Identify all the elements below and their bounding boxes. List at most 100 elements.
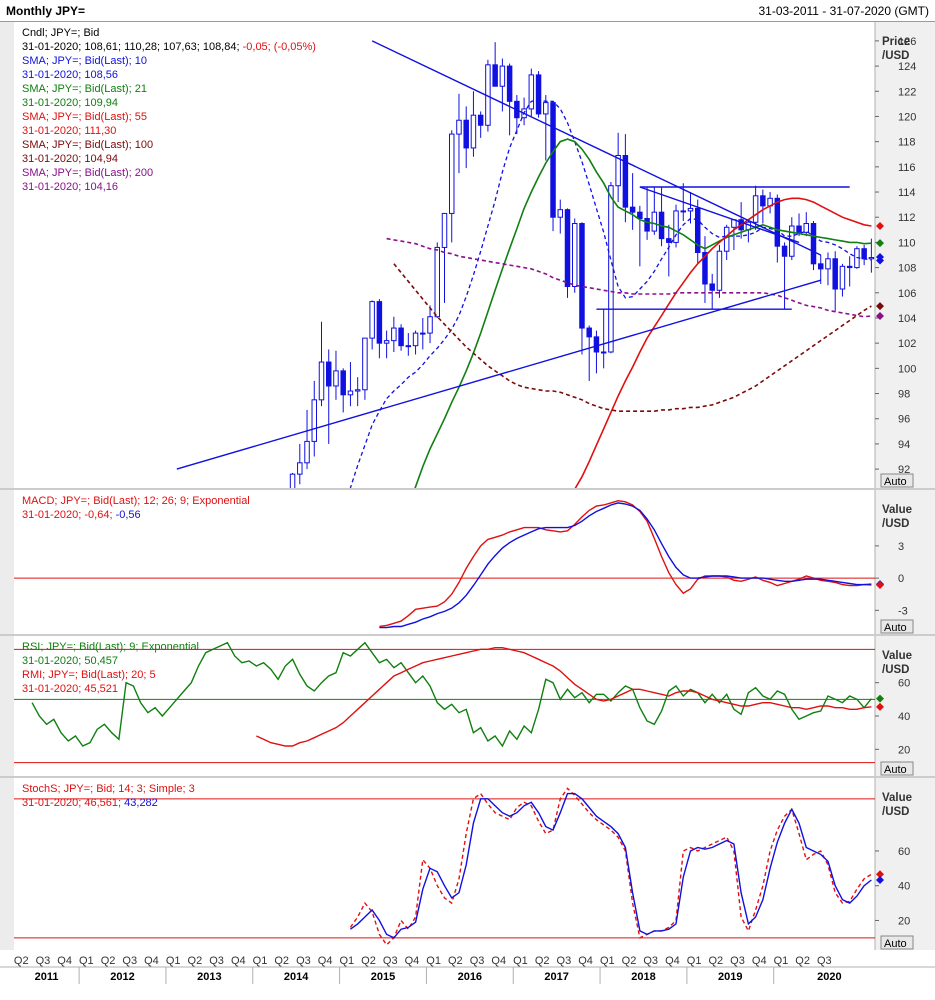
- candle[interactable]: [463, 106, 469, 169]
- legend-entry: 31-01-2020; 108,56: [22, 69, 118, 81]
- legend-entry: 31-01-2020; -0,64; -0,56: [22, 509, 141, 521]
- candle[interactable]: [564, 208, 571, 298]
- candle[interactable]: [318, 321, 325, 407]
- candle[interactable]: [825, 252, 831, 286]
- legend-entry: 31-01-2020; 104,94: [22, 153, 118, 165]
- auto-scale-button[interactable]: Auto: [880, 761, 914, 776]
- candle[interactable]: [333, 350, 339, 400]
- axis-title-line: /USD: [882, 664, 909, 676]
- candle[interactable]: [369, 300, 375, 350]
- candle-body-up: [528, 74, 535, 110]
- candle[interactable]: [448, 130, 455, 243]
- candle-body-down: [593, 336, 600, 353]
- candle[interactable]: [615, 132, 621, 203]
- year-label: 2020: [817, 971, 841, 983]
- candle[interactable]: [325, 349, 332, 444]
- candle[interactable]: [673, 204, 679, 248]
- candle[interactable]: [398, 324, 404, 351]
- candle[interactable]: [622, 134, 629, 223]
- candle[interactable]: [543, 95, 549, 161]
- candle[interactable]: [817, 255, 824, 284]
- candle-body-up: [333, 370, 339, 387]
- candle[interactable]: [571, 218, 578, 293]
- candle[interactable]: [362, 337, 368, 400]
- candle[interactable]: [752, 185, 759, 230]
- candle[interactable]: [297, 443, 303, 485]
- candle-body-up: [752, 195, 759, 223]
- candle[interactable]: [832, 251, 838, 312]
- candle[interactable]: [391, 316, 397, 352]
- auto-scale-box[interactable]: [880, 473, 914, 488]
- candle[interactable]: [354, 377, 361, 407]
- candle[interactable]: [434, 242, 441, 318]
- candle[interactable]: [810, 220, 817, 271]
- candle[interactable]: [716, 244, 723, 298]
- candle[interactable]: [535, 71, 542, 118]
- legend-entry: 31-01-2020; 111,30: [22, 125, 116, 137]
- candle[interactable]: [593, 330, 600, 374]
- candle[interactable]: [340, 368, 346, 413]
- candle[interactable]: [550, 101, 556, 232]
- legend-entry: 31-01-2020; 50,457: [22, 655, 118, 667]
- candle[interactable]: [586, 325, 592, 381]
- last-value-marker: [876, 694, 884, 703]
- axis-title-line: Value: [882, 792, 912, 804]
- candle[interactable]: [846, 256, 853, 287]
- auto-scale-button[interactable]: Auto: [880, 473, 914, 488]
- candle[interactable]: [774, 194, 781, 263]
- candle[interactable]: [304, 409, 310, 470]
- auto-scale-box[interactable]: [880, 935, 914, 950]
- candle[interactable]: [420, 317, 426, 350]
- candle[interactable]: [760, 189, 766, 224]
- candle-body-down: [832, 258, 838, 290]
- candle[interactable]: [477, 111, 484, 138]
- auto-scale-box[interactable]: [880, 761, 914, 776]
- candle[interactable]: [608, 181, 614, 354]
- candle[interactable]: [492, 42, 498, 87]
- candle[interactable]: [376, 299, 383, 359]
- candle[interactable]: [796, 213, 802, 237]
- legend-entry: RMI; JPY=; Bid(Last); 20; 5: [22, 669, 156, 681]
- candle[interactable]: [629, 173, 636, 230]
- candle-body-down: [398, 327, 404, 347]
- auto-scale-button[interactable]: Auto: [880, 935, 914, 950]
- candle[interactable]: [528, 68, 535, 117]
- candle[interactable]: [651, 186, 658, 235]
- candle[interactable]: [412, 330, 419, 355]
- auto-scale-button[interactable]: Auto: [880, 619, 914, 634]
- candle-body-down: [325, 361, 332, 387]
- candle[interactable]: [289, 472, 296, 542]
- candle[interactable]: [839, 263, 846, 297]
- candle[interactable]: [441, 212, 448, 303]
- last-value-marker: [876, 302, 884, 311]
- candle[interactable]: [311, 380, 318, 457]
- legend-entry: MACD; JPY=; Bid(Last); 12; 26; 9; Expone…: [22, 495, 250, 507]
- candle[interactable]: [347, 362, 354, 407]
- candle[interactable]: [427, 305, 433, 344]
- candle[interactable]: [470, 91, 477, 157]
- y-tick-label: 60: [898, 678, 910, 690]
- year-label: 2016: [458, 971, 482, 983]
- legend-entry: 31-01-2020; 104,16: [22, 181, 118, 193]
- candle[interactable]: [702, 236, 708, 303]
- left-margin: [0, 490, 14, 634]
- candle[interactable]: [644, 186, 650, 240]
- candle[interactable]: [803, 212, 810, 237]
- chart-area[interactable]: Price/USD 92 94 96 98 100 102 104 106 108 110 112 11…: [0, 22, 935, 1000]
- auto-scale-box[interactable]: [880, 619, 914, 634]
- candle[interactable]: [709, 273, 715, 310]
- candle[interactable]: [868, 238, 875, 273]
- candle[interactable]: [405, 333, 412, 356]
- candle[interactable]: [666, 224, 672, 277]
- candle[interactable]: [694, 199, 701, 264]
- candle[interactable]: [600, 309, 607, 369]
- candle[interactable]: [637, 205, 643, 267]
- candle[interactable]: [383, 330, 390, 359]
- candle[interactable]: [557, 199, 564, 234]
- candle-body-down: [810, 223, 817, 265]
- candle[interactable]: [456, 93, 462, 174]
- candle[interactable]: [579, 222, 585, 355]
- candle[interactable]: [506, 63, 513, 136]
- panel-stoch: Value/USD 20 40 60 Auto StochS; JPY=; Bid; 14…: [0, 778, 935, 952]
- left-margin: [0, 636, 14, 776]
